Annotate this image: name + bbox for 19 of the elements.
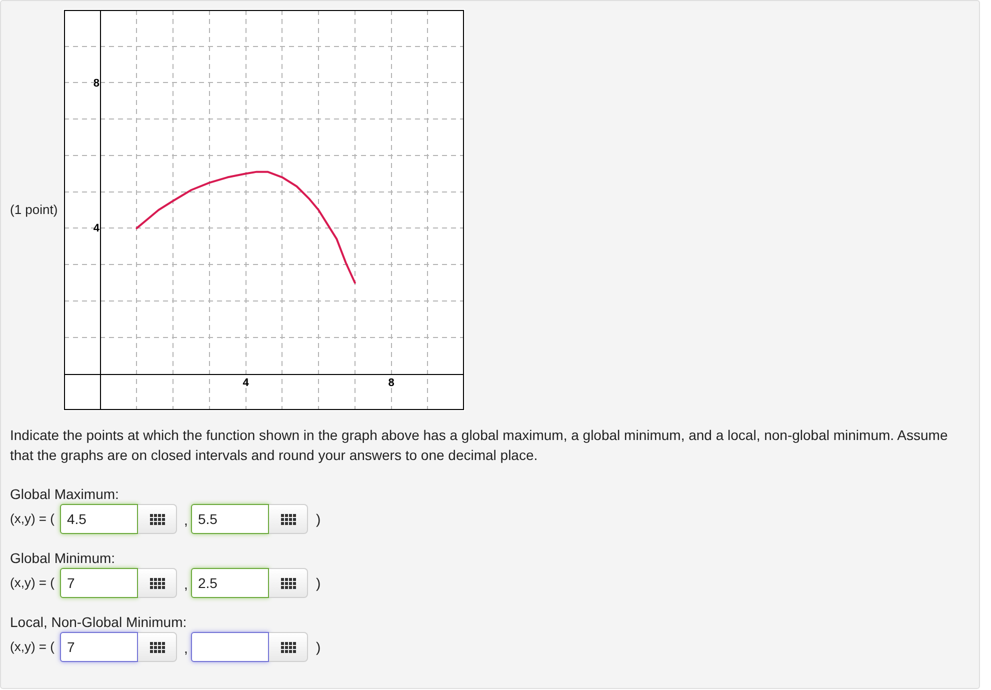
text-field: 7 xyxy=(60,568,138,598)
text: Indicate the points at which the function shown in the graph above has a global maximum, a global minimum, and a local, non-global minimum. Assume that the graphs are on closed intervals and round your answers to one decimal place. xyxy=(10,426,949,465)
text: , xyxy=(184,575,188,593)
text: ) xyxy=(316,510,321,528)
text: , xyxy=(184,511,188,529)
text: (x,y) = ( xyxy=(10,510,54,528)
text: Local, Non-Global Minimum: xyxy=(10,613,187,631)
text: ) xyxy=(316,638,321,656)
text: Global Maximum: xyxy=(10,485,119,503)
text: Global Minimum: xyxy=(10,549,116,567)
text: (x,y) = ( xyxy=(10,638,54,656)
text-field: 7 xyxy=(60,632,138,662)
text-field: 4.5 xyxy=(60,504,138,534)
text-field: 2.5 xyxy=(191,568,269,598)
text: (x,y) = ( xyxy=(10,574,54,592)
text: ) xyxy=(316,574,321,592)
text: , xyxy=(184,639,188,657)
text: (1 point) xyxy=(10,201,58,219)
text-field: 5.5 xyxy=(191,504,269,534)
